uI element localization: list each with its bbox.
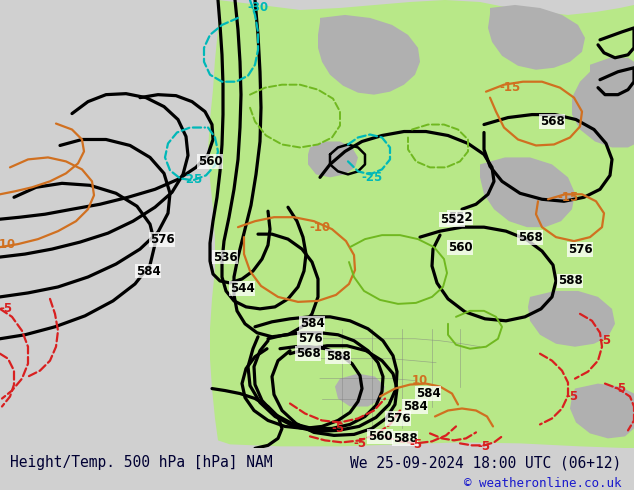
Text: 568: 568: [540, 115, 564, 128]
Text: -5: -5: [477, 440, 491, 453]
Text: -5: -5: [410, 438, 423, 451]
Polygon shape: [208, 0, 634, 448]
Text: 576: 576: [385, 412, 410, 425]
Text: 584: 584: [136, 265, 160, 277]
Text: Height/Temp. 500 hPa [hPa] NAM: Height/Temp. 500 hPa [hPa] NAM: [10, 455, 272, 470]
Text: -10: -10: [309, 220, 330, 234]
Text: 560: 560: [368, 430, 392, 443]
Text: -15: -15: [500, 81, 521, 94]
Text: 576: 576: [298, 332, 322, 345]
Text: 560: 560: [198, 155, 223, 168]
Text: 584: 584: [403, 400, 427, 413]
Text: -5: -5: [614, 382, 626, 395]
Text: 560: 560: [448, 241, 472, 254]
Polygon shape: [572, 58, 634, 147]
Text: -10: -10: [0, 238, 16, 250]
Polygon shape: [308, 142, 358, 177]
Text: -5: -5: [566, 390, 579, 403]
Text: 576: 576: [150, 233, 174, 245]
Polygon shape: [335, 374, 385, 407]
Text: 584: 584: [416, 387, 441, 400]
Polygon shape: [480, 157, 575, 227]
Polygon shape: [488, 5, 585, 70]
Text: 552: 552: [448, 211, 472, 224]
Text: 10: 10: [412, 374, 428, 387]
Text: -5: -5: [598, 334, 612, 347]
Text: -25: -25: [361, 171, 383, 184]
Text: 536: 536: [212, 250, 237, 264]
Text: We 25-09-2024 18:00 UTC (06+12): We 25-09-2024 18:00 UTC (06+12): [350, 455, 621, 470]
Text: © weatheronline.co.uk: © weatheronline.co.uk: [464, 477, 621, 490]
Text: 588: 588: [326, 350, 351, 363]
Text: 544: 544: [230, 282, 254, 295]
Polygon shape: [528, 291, 615, 347]
Text: 584: 584: [300, 318, 325, 330]
Text: -30: -30: [247, 1, 269, 15]
Text: 576: 576: [567, 243, 592, 256]
Text: 588: 588: [558, 274, 583, 288]
Text: 552: 552: [440, 213, 464, 226]
Polygon shape: [318, 15, 420, 95]
Text: -5: -5: [353, 437, 366, 450]
Polygon shape: [570, 384, 634, 439]
Text: 588: 588: [392, 432, 417, 445]
Text: 568: 568: [517, 231, 542, 244]
Text: -15: -15: [557, 191, 579, 204]
Text: -5: -5: [0, 302, 13, 316]
Text: -25: -25: [181, 173, 203, 186]
Text: -5: -5: [332, 422, 344, 435]
Text: 568: 568: [295, 347, 320, 360]
